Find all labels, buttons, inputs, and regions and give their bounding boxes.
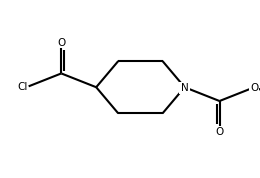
Text: Cl: Cl — [17, 82, 27, 92]
Text: O: O — [215, 127, 224, 137]
Text: O: O — [57, 38, 66, 48]
Text: N: N — [181, 83, 188, 93]
Text: O: O — [250, 83, 258, 93]
